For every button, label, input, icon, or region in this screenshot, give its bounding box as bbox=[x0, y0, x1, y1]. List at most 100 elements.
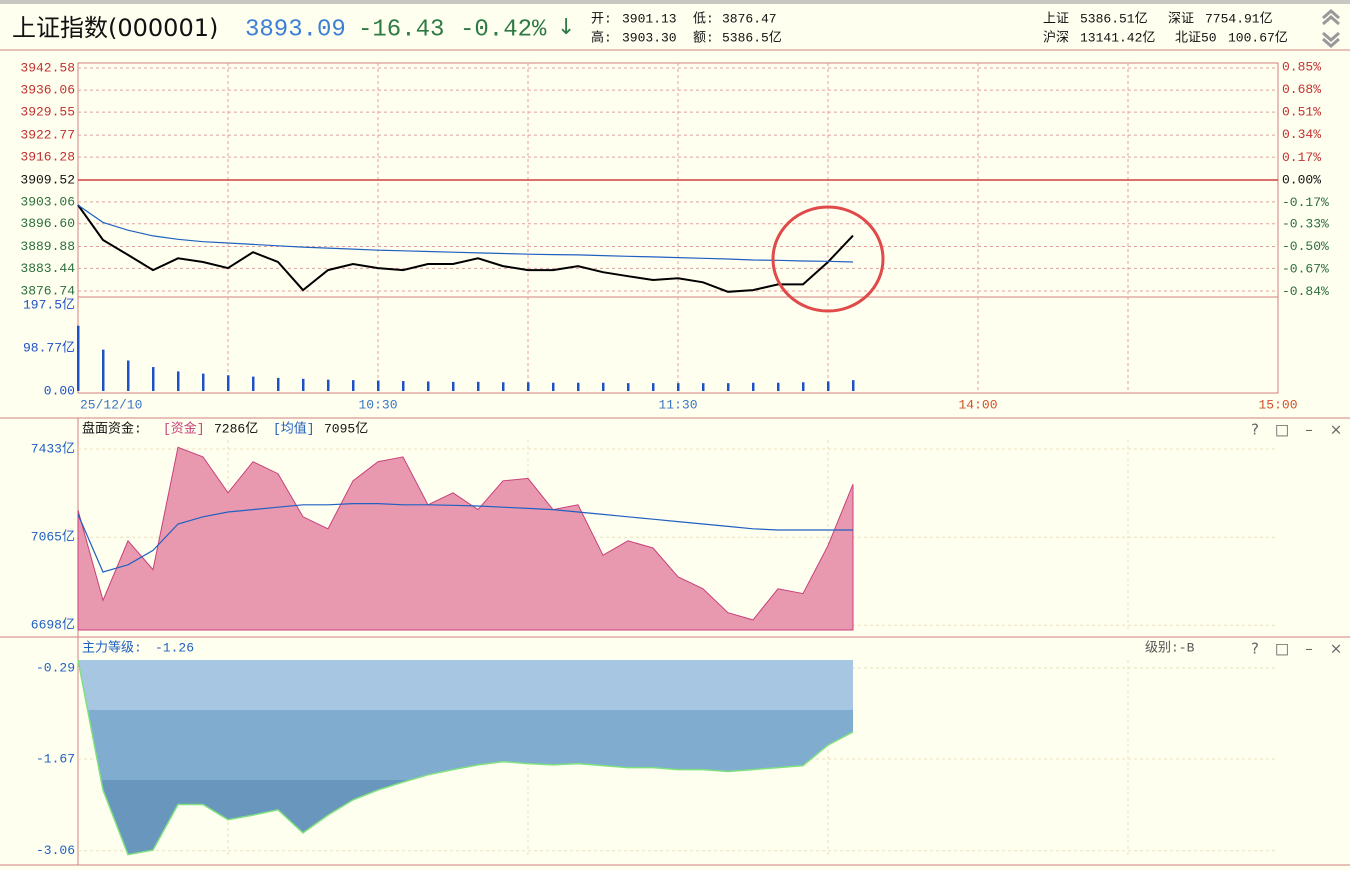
y-tick-label: 3903.06 bbox=[20, 194, 75, 209]
panel-button[interactable]: – bbox=[1305, 421, 1313, 439]
x-tick-label: 15:00 bbox=[1258, 397, 1297, 412]
y-tick-label: 98.77亿 bbox=[23, 340, 75, 355]
level-label: 级别:-B bbox=[1145, 640, 1195, 655]
value: 3876.47 bbox=[722, 11, 777, 26]
y-tick-label: 3916.28 bbox=[20, 150, 75, 165]
volume-bar bbox=[352, 380, 355, 391]
volume-bar bbox=[402, 380, 405, 391]
volume-bar bbox=[702, 383, 705, 391]
volume-bar bbox=[102, 349, 105, 391]
level-band bbox=[78, 660, 853, 710]
x-tick-label: 25/12/10 bbox=[80, 397, 142, 412]
scroll-arrows[interactable] bbox=[1322, 9, 1340, 48]
volume-bar bbox=[302, 378, 305, 391]
value: 5386.51亿 bbox=[1080, 11, 1148, 26]
y-tick-label: 0.00 bbox=[44, 383, 75, 398]
legend-entry: [资金] bbox=[163, 420, 205, 436]
y-tick-label: 3929.55 bbox=[20, 105, 75, 120]
y-tick-label: 3942.58 bbox=[20, 60, 75, 75]
volume-bar bbox=[377, 380, 380, 391]
change: -16.43 bbox=[358, 16, 444, 43]
fund-area bbox=[77, 446, 854, 631]
index-title: 上证指数(000001) bbox=[12, 14, 218, 42]
y-tick-label: 3922.77 bbox=[20, 128, 75, 143]
y2-tick-label: -0.33% bbox=[1282, 216, 1329, 231]
volume-bar bbox=[477, 381, 480, 391]
panel-button[interactable]: □ bbox=[1275, 421, 1289, 439]
volume-bar bbox=[727, 383, 730, 391]
y-tick-label: -1.67 bbox=[36, 751, 75, 766]
volume-bar bbox=[502, 382, 505, 391]
arrow: ↓ bbox=[557, 15, 575, 40]
volume-bar bbox=[427, 381, 430, 391]
panel-button[interactable]: ? bbox=[1251, 421, 1259, 439]
label: 北证50 bbox=[1175, 30, 1217, 45]
legend-value: 7095亿 bbox=[324, 421, 368, 436]
volume-bar bbox=[227, 375, 230, 391]
label: 额: bbox=[693, 30, 714, 45]
y-tick-label: 197.5亿 bbox=[23, 297, 75, 312]
volume-bar bbox=[827, 381, 830, 391]
y2-tick-label: -0.67% bbox=[1282, 262, 1329, 277]
mean-line bbox=[77, 503, 853, 573]
panel-button[interactable]: ? bbox=[1251, 640, 1259, 658]
label: 开: bbox=[591, 11, 612, 26]
tab-strip bbox=[0, 0, 1350, 4]
highlight-circle bbox=[771, 205, 885, 313]
volume-bar bbox=[127, 360, 130, 391]
value: 5386.5亿 bbox=[722, 30, 782, 45]
y2-tick-label: 0.68% bbox=[1282, 82, 1321, 97]
volume-bar bbox=[177, 371, 180, 391]
panel-button[interactable]: □ bbox=[1275, 640, 1289, 658]
y2-tick-label: -0.17% bbox=[1282, 195, 1329, 210]
level-line bbox=[77, 659, 854, 856]
panel-title: 主力等级: bbox=[82, 639, 142, 655]
panel-button[interactable]: × bbox=[1330, 640, 1343, 658]
volume-bar bbox=[852, 380, 855, 391]
label: 低: bbox=[693, 11, 714, 26]
label: 深证 bbox=[1168, 11, 1194, 26]
volume-bar bbox=[152, 367, 155, 391]
price: 3893.09 bbox=[245, 16, 346, 43]
volume-bar bbox=[577, 382, 580, 391]
x-tick-label: 11:30 bbox=[658, 397, 697, 412]
y2-tick-label: 0.00% bbox=[1282, 172, 1321, 187]
panel-title: 盘面资金: bbox=[82, 420, 142, 436]
price-line bbox=[77, 204, 854, 263]
y-tick-label: 3889.88 bbox=[20, 239, 75, 254]
volume-bar bbox=[627, 383, 630, 391]
panel-value: -1.26 bbox=[155, 640, 194, 655]
y-tick-label: 3876.74 bbox=[20, 283, 75, 298]
volume-bar bbox=[652, 383, 655, 391]
y-tick-label: 3896.60 bbox=[20, 216, 75, 231]
value: 3903.30 bbox=[622, 30, 677, 45]
panel-button[interactable]: × bbox=[1330, 421, 1343, 439]
label: 上证 bbox=[1043, 11, 1069, 26]
value: 7754.91亿 bbox=[1205, 11, 1273, 26]
x-tick-label: 14:00 bbox=[958, 397, 997, 412]
volume-bar bbox=[752, 382, 755, 391]
y-tick-label: 3909.52 bbox=[20, 172, 75, 187]
y-tick-label: -0.29 bbox=[36, 660, 75, 675]
value: 3901.13 bbox=[622, 11, 677, 26]
volume-bar bbox=[202, 373, 205, 391]
volume-bar bbox=[452, 381, 455, 391]
volume-bar bbox=[602, 382, 605, 391]
y2-tick-label: 0.85% bbox=[1282, 59, 1321, 74]
value: 13141.42亿 bbox=[1080, 30, 1155, 45]
y-tick-label: 3883.44 bbox=[20, 261, 75, 276]
y2-tick-label: -0.50% bbox=[1282, 239, 1329, 254]
y2-tick-label: -0.84% bbox=[1282, 284, 1329, 299]
price-line bbox=[77, 204, 854, 293]
volume-bar bbox=[677, 383, 680, 391]
value: 100.67亿 bbox=[1228, 30, 1288, 45]
volume-bar bbox=[552, 382, 555, 391]
volume-bar bbox=[277, 377, 280, 391]
y2-tick-label: 0.34% bbox=[1282, 127, 1321, 142]
legend-entry: [均值] bbox=[273, 420, 315, 436]
panel-button[interactable]: – bbox=[1305, 640, 1313, 658]
y-tick-label: -3.06 bbox=[36, 843, 75, 858]
y2-tick-label: 0.51% bbox=[1282, 105, 1321, 120]
